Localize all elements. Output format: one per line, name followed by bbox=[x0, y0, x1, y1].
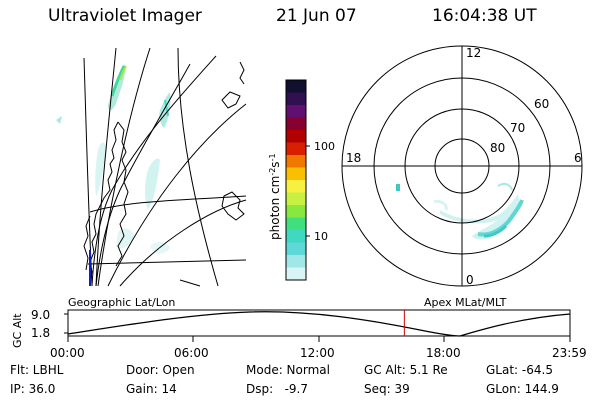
colorbar-tick-label-100: 100 bbox=[314, 140, 335, 153]
colorbar-cell bbox=[286, 217, 306, 231]
colorbar-cell bbox=[286, 205, 306, 218]
gc-alt-readout: GC Alt: 5.1 Re bbox=[364, 363, 448, 377]
colorbar-cell bbox=[286, 105, 306, 118]
gain-readout: Gain: 14 bbox=[126, 382, 177, 396]
timeline-left-title: Geographic Lat/Lon bbox=[68, 296, 175, 309]
colorbar-cell bbox=[286, 92, 306, 106]
colorbar-cell bbox=[286, 242, 306, 256]
mode-readout: Mode: Normal bbox=[246, 363, 330, 377]
filter-readout: Flt: LBHL bbox=[10, 363, 64, 377]
glon-readout: GLon: 144.9 bbox=[486, 382, 559, 396]
time-label: 16:04:38 UT bbox=[432, 6, 537, 26]
dsp-readout: Dsp: -9.7 bbox=[246, 382, 309, 396]
mlat-label-80: 80 bbox=[490, 141, 505, 155]
geo-map-left-edge bbox=[89, 250, 91, 286]
instrument-title: Ultraviolet Imager bbox=[48, 6, 202, 26]
x-tick-label-1800: 18:00 bbox=[426, 346, 461, 360]
colorbar-cell bbox=[286, 142, 306, 156]
gc-altitude-curve bbox=[67, 311, 571, 337]
door-readout: Door: Open bbox=[126, 363, 195, 377]
glat-readout: GLat: -64.5 bbox=[486, 363, 553, 377]
colorbar-gradient bbox=[286, 80, 306, 281]
mlat-label-70: 70 bbox=[510, 121, 525, 135]
y-tick-label-1-8: 1.8 bbox=[31, 326, 50, 340]
mlt-label-0: 0 bbox=[466, 273, 474, 287]
colorbar-cell bbox=[286, 230, 306, 243]
x-tick-label-0000: 00:00 bbox=[50, 346, 85, 360]
timeline-right-title: Apex MLat/MLT bbox=[424, 296, 507, 309]
timeline-x-ticks bbox=[67, 336, 571, 342]
colorbar-cell bbox=[286, 267, 306, 281]
geographic-graticule bbox=[83, 47, 247, 287]
seq-readout: Seq: 39 bbox=[364, 382, 410, 396]
geographic-map-panel bbox=[56, 47, 247, 287]
x-tick-label-1200: 12:00 bbox=[300, 346, 335, 360]
x-tick-label-2359: 23:59 bbox=[552, 346, 587, 360]
mlt-label-6: 6 bbox=[574, 151, 582, 165]
colorbar-cell bbox=[286, 80, 306, 93]
colorbar-cell bbox=[286, 117, 306, 131]
ip-readout: IP: 36.0 bbox=[10, 382, 56, 396]
polar-mlt-plot: 12 18 6 0 60 70 80 bbox=[341, 45, 583, 287]
orbit-timeline: Geographic Lat/Lon Apex MLat/MLT GC Alt … bbox=[11, 296, 587, 360]
date-label: 21 Jun 07 bbox=[276, 6, 357, 26]
colorbar-tick-label-10: 10 bbox=[314, 230, 328, 243]
aurora-emission-geo bbox=[56, 64, 171, 254]
coastline bbox=[89, 121, 119, 281]
colorbar-unit-label: photon cm-2s-1 bbox=[268, 153, 282, 240]
colorbar-cell bbox=[286, 130, 306, 143]
mlt-label-18: 18 bbox=[346, 151, 361, 165]
aurora-emission-polar bbox=[396, 182, 524, 240]
colorbar-cell bbox=[286, 192, 306, 206]
colorbar-cell bbox=[286, 155, 306, 168]
mlat-label-60: 60 bbox=[534, 97, 549, 111]
timeline-y-label: GC Alt bbox=[11, 313, 24, 348]
x-tick-label-0600: 06:00 bbox=[174, 346, 209, 360]
y-tick-label-9: 9.0 bbox=[31, 308, 50, 322]
mlt-label-12: 12 bbox=[466, 46, 481, 60]
intensity-colorbar: 100 10 photon cm-2s-1 bbox=[268, 79, 335, 281]
colorbar-cell bbox=[286, 180, 306, 193]
colorbar-cell bbox=[286, 167, 306, 181]
colorbar-cell bbox=[286, 255, 306, 268]
